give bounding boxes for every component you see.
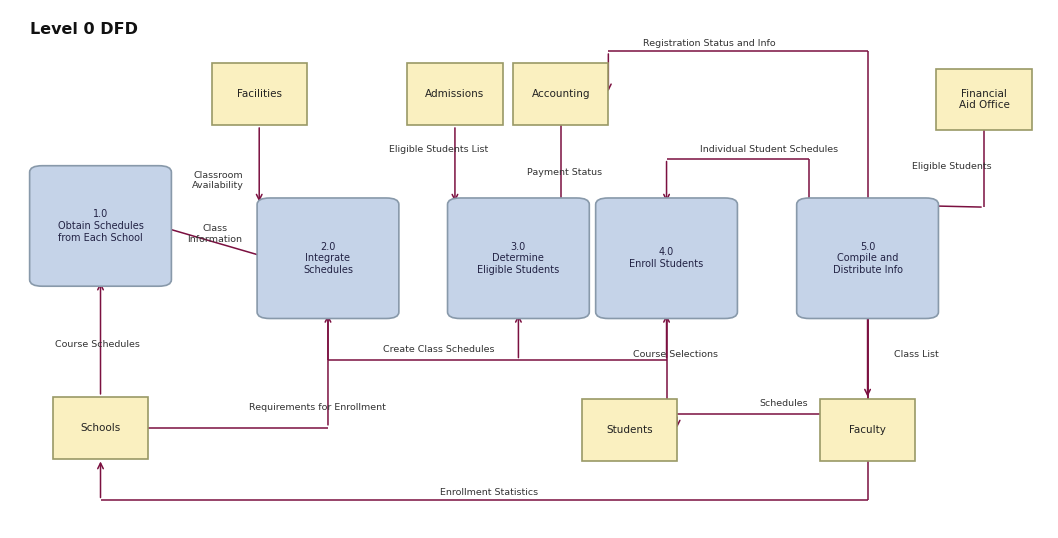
Text: Payment Status: Payment Status xyxy=(527,168,602,176)
Text: 5.0
Compile and
Distribute Info: 5.0 Compile and Distribute Info xyxy=(833,242,902,275)
FancyBboxPatch shape xyxy=(448,198,589,318)
FancyBboxPatch shape xyxy=(30,166,171,286)
Text: Individual Student Schedules: Individual Student Schedules xyxy=(700,145,838,154)
FancyBboxPatch shape xyxy=(212,63,307,125)
FancyBboxPatch shape xyxy=(257,198,399,318)
Text: Classroom
Availability: Classroom Availability xyxy=(191,171,243,190)
Text: Requirements for Enrollment: Requirements for Enrollment xyxy=(249,404,386,412)
FancyBboxPatch shape xyxy=(797,198,938,318)
Text: Enrollment Statistics: Enrollment Statistics xyxy=(440,488,537,497)
Text: 2.0
Integrate
Schedules: 2.0 Integrate Schedules xyxy=(303,242,353,275)
FancyBboxPatch shape xyxy=(582,399,677,462)
FancyBboxPatch shape xyxy=(936,69,1032,131)
Text: 1.0
Obtain Schedules
from Each School: 1.0 Obtain Schedules from Each School xyxy=(57,209,144,243)
Text: Course Schedules: Course Schedules xyxy=(55,340,140,349)
FancyBboxPatch shape xyxy=(513,63,608,125)
Text: Class List: Class List xyxy=(894,350,938,358)
Text: Registration Status and Info: Registration Status and Info xyxy=(642,39,776,47)
Text: 3.0
Determine
Eligible Students: 3.0 Determine Eligible Students xyxy=(477,242,560,275)
FancyBboxPatch shape xyxy=(53,397,148,458)
FancyBboxPatch shape xyxy=(407,63,503,125)
FancyBboxPatch shape xyxy=(820,399,915,462)
Text: Accounting: Accounting xyxy=(531,89,590,99)
Text: Eligible Students List: Eligible Students List xyxy=(389,145,489,154)
Text: Students: Students xyxy=(606,426,653,435)
Text: Level 0 DFD: Level 0 DFD xyxy=(30,22,138,37)
Text: 4.0
Enroll Students: 4.0 Enroll Students xyxy=(630,247,704,269)
Text: Facilities: Facilities xyxy=(237,89,281,99)
Text: Create Class Schedules: Create Class Schedules xyxy=(383,345,495,354)
Text: Admissions: Admissions xyxy=(425,89,485,99)
Text: Schools: Schools xyxy=(80,423,121,433)
Text: Faculty: Faculty xyxy=(850,426,886,435)
Text: Course Selections: Course Selections xyxy=(633,350,717,358)
Text: Schedules: Schedules xyxy=(760,399,808,408)
Text: Financial
Aid Office: Financial Aid Office xyxy=(959,89,1009,110)
Text: Eligible Students: Eligible Students xyxy=(912,162,991,171)
Text: Class
Information: Class Information xyxy=(187,224,242,244)
FancyBboxPatch shape xyxy=(596,198,737,318)
